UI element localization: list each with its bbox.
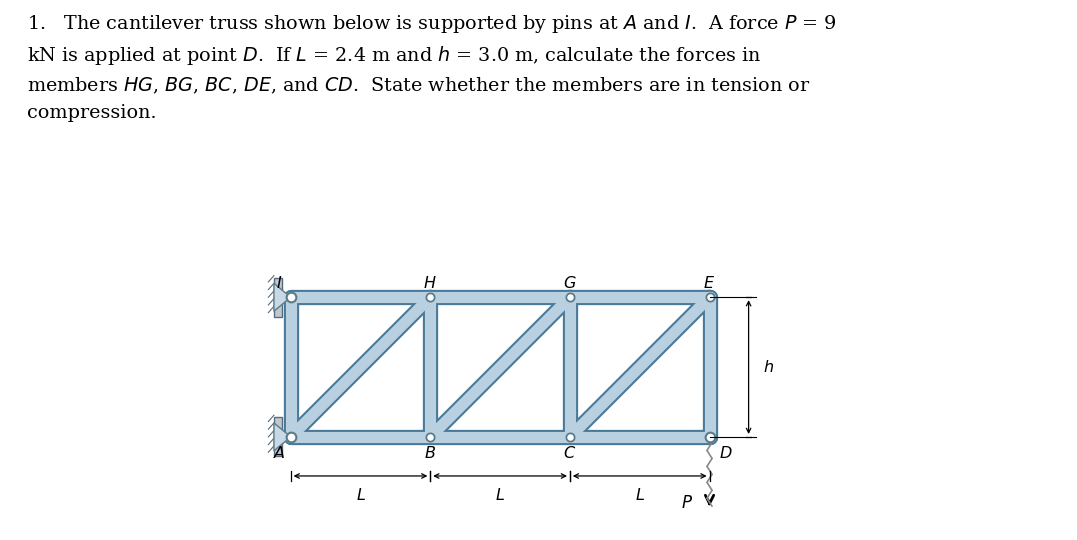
Bar — [274, 278, 282, 317]
Text: $\mathit{B}$: $\mathit{B}$ — [424, 445, 436, 462]
Polygon shape — [274, 423, 291, 451]
Text: $\mathit{h}$: $\mathit{h}$ — [763, 359, 773, 375]
Text: $\mathit{L}$: $\mathit{L}$ — [495, 487, 505, 504]
Text: $\mathit{E}$: $\mathit{E}$ — [703, 275, 715, 292]
Text: 1.   The cantilever truss shown below is supported by pins at $\mathit{A}$ and $: 1. The cantilever truss shown below is s… — [27, 13, 837, 122]
Text: $\mathit{H}$: $\mathit{H}$ — [423, 275, 437, 292]
Text: $\mathit{D}$: $\mathit{D}$ — [719, 445, 733, 462]
Text: $\mathit{L}$: $\mathit{L}$ — [634, 487, 645, 504]
Text: $P$: $P$ — [681, 495, 693, 512]
Polygon shape — [274, 284, 291, 311]
Bar — [274, 417, 282, 456]
Text: $\mathit{C}$: $\mathit{C}$ — [563, 445, 576, 462]
Text: $\mathit{A}$: $\mathit{A}$ — [274, 445, 285, 462]
Text: $\mathit{L}$: $\mathit{L}$ — [355, 487, 365, 504]
Text: $\mathit{G}$: $\mathit{G}$ — [563, 275, 576, 292]
Text: $\mathit{I}$: $\mathit{I}$ — [277, 275, 282, 292]
